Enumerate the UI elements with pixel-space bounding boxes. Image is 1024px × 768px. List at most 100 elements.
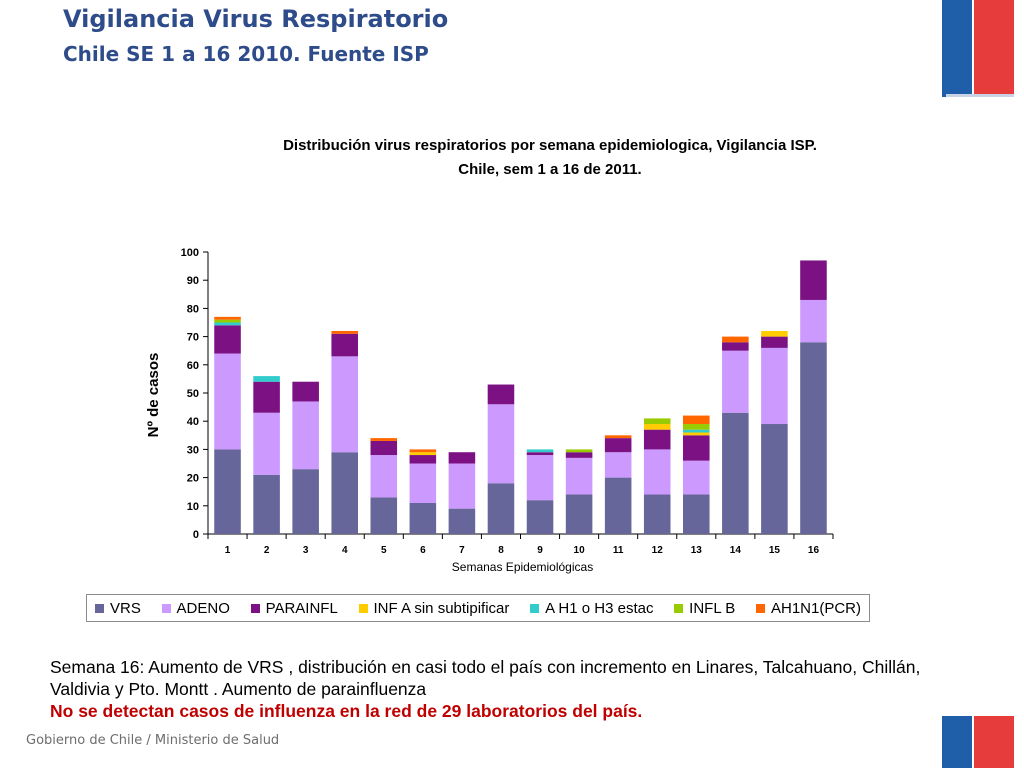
bar-segment xyxy=(214,325,241,354)
legend-item: INFL B xyxy=(674,600,735,617)
bar-segment xyxy=(487,483,515,534)
x-tick-label: 14 xyxy=(730,545,742,556)
bar-segment xyxy=(643,418,671,425)
chart-title-line2: Chile, sem 1 a 16 de 2011. xyxy=(458,161,642,178)
y-tick-label: 40 xyxy=(187,416,199,428)
bar-segment xyxy=(370,455,398,498)
bar-segment xyxy=(604,435,632,439)
chart-legend: VRS ADENO PARAINFL INF A sin subtipificar A … xyxy=(86,594,870,622)
x-axis-title: Semanas Epidemiológicas xyxy=(452,560,593,574)
bar-segment xyxy=(683,424,710,430)
legend-label: INF A sin subtipificar xyxy=(373,599,510,617)
bar-segment xyxy=(370,438,398,441)
bar-segment xyxy=(722,336,749,343)
x-tick-label: 1 xyxy=(225,545,231,556)
bar-segment xyxy=(643,449,671,495)
legend-item: PARAINFL xyxy=(250,600,338,617)
bar-segment xyxy=(761,336,788,348)
legend-swatch xyxy=(161,603,171,613)
bar-segment xyxy=(526,455,554,501)
y-tick-label: 0 xyxy=(193,529,199,541)
legend-label: AH1N1(PCR) xyxy=(770,599,861,617)
bar-segment xyxy=(683,429,710,433)
legend-swatch xyxy=(755,603,765,613)
y-tick-label: 80 xyxy=(187,303,199,315)
bar-segment xyxy=(565,452,593,458)
bar-segment xyxy=(331,333,358,357)
bar-segment xyxy=(604,438,632,453)
bar-segment xyxy=(800,342,827,534)
bar-segment xyxy=(643,494,671,534)
x-tick-label: 12 xyxy=(652,545,664,556)
y-tick-label: 30 xyxy=(187,444,199,456)
footer-text: Gobierno de Chile / Ministerio de Salud xyxy=(26,733,280,748)
legend-label: INFL B xyxy=(689,599,736,617)
bar-segment xyxy=(761,330,788,337)
bar-segment xyxy=(409,449,437,453)
bar-segment xyxy=(448,463,476,509)
bar-segment xyxy=(409,463,437,503)
bar-segment xyxy=(292,381,319,402)
x-tick-label: 6 xyxy=(420,545,426,556)
y-tick-label: 60 xyxy=(187,360,199,372)
slide-subtitle: Chile SE 1 a 16 2010. Fuente ISP xyxy=(63,42,429,66)
legend-swatch xyxy=(250,603,260,613)
slide-title: Vigilancia Virus Respiratorio xyxy=(63,5,449,33)
bar-segment xyxy=(253,474,280,534)
x-tick-label: 9 xyxy=(537,545,543,556)
legend-item: A H1 o H3 estac xyxy=(530,600,653,617)
y-tick-label: 90 xyxy=(187,275,199,287)
bar-segment xyxy=(409,502,437,534)
x-tick-label: 16 xyxy=(808,545,820,556)
bar-segment xyxy=(800,260,827,300)
legend-item: AH1N1(PCR) xyxy=(755,599,861,617)
legend-label: VRS xyxy=(110,599,141,617)
bar-segment xyxy=(683,415,710,425)
bar-segment xyxy=(683,494,710,534)
note-line1: Semana 16: Aumento de VRS , distribución… xyxy=(50,657,921,699)
bar-segment xyxy=(331,330,358,334)
bar-segment xyxy=(643,429,671,450)
legend-label: A H1 o H3 estac xyxy=(545,599,654,617)
bar-segment xyxy=(448,452,476,464)
bar-segment xyxy=(448,508,476,534)
bar-segment xyxy=(761,347,788,425)
bar-segment xyxy=(331,356,358,453)
bar-segment xyxy=(409,455,437,464)
x-tick-label: 10 xyxy=(574,545,586,556)
bar-segment xyxy=(370,440,398,456)
bar-segment xyxy=(604,477,632,534)
bar-segment xyxy=(722,350,749,413)
y-axis-title: Nº de casos xyxy=(145,353,162,438)
y-tick-label: 50 xyxy=(187,388,199,400)
bar-segment xyxy=(683,435,710,461)
bar-segment xyxy=(487,404,515,484)
legend-label: ADENO xyxy=(176,599,230,617)
bar-segment xyxy=(214,449,241,534)
y-tick-label: 100 xyxy=(181,247,199,259)
bar-segment xyxy=(292,469,319,534)
bar-segment xyxy=(565,494,593,534)
chart-title: Distribución virus respiratorios por sem… xyxy=(150,134,950,182)
bar-segment xyxy=(643,424,671,430)
bar-segment xyxy=(722,342,749,351)
x-tick-label: 13 xyxy=(691,545,703,556)
bar-segment xyxy=(565,457,593,495)
bar-segment xyxy=(214,319,241,323)
bar-segment xyxy=(487,384,515,405)
note-line2-suffix: . xyxy=(637,701,643,721)
bar-segment xyxy=(800,299,827,343)
bar-segment xyxy=(253,381,280,413)
bar-segment xyxy=(761,424,788,534)
x-tick-label: 3 xyxy=(303,545,309,556)
x-tick-label: 8 xyxy=(498,545,504,556)
legend-swatch xyxy=(674,603,684,613)
legend-swatch xyxy=(530,603,540,613)
bar-segment xyxy=(683,432,710,436)
bar-segment xyxy=(214,322,241,326)
note-line2: No se detectan casos de influenza en la … xyxy=(50,701,638,721)
y-tick-label: 20 xyxy=(187,473,199,485)
legend-item: INF A sin subtipificar xyxy=(358,599,510,617)
bar-segment xyxy=(565,449,593,453)
x-tick-label: 4 xyxy=(342,545,348,556)
